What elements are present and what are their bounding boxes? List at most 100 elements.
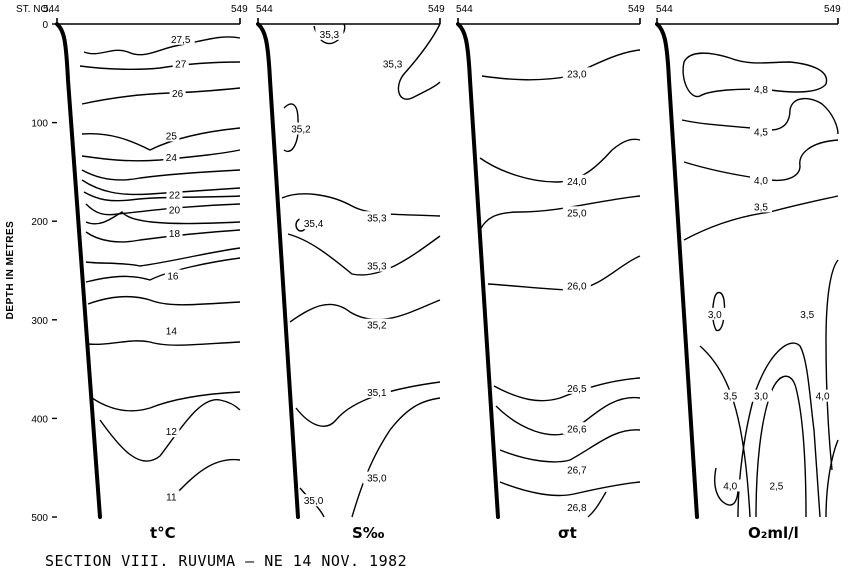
contour-label-bg bbox=[169, 87, 186, 100]
contour-label-bg bbox=[703, 307, 726, 320]
contour-label: 2,5 bbox=[769, 481, 783, 492]
contour-line bbox=[481, 49, 641, 81]
contour-label: 12 bbox=[166, 427, 178, 438]
contour-label: 22 bbox=[169, 191, 181, 202]
contour-label-bg bbox=[166, 203, 183, 216]
contour-label: 16 bbox=[167, 271, 179, 282]
contour-line bbox=[85, 257, 241, 283]
contour-label: 35,3 bbox=[367, 213, 387, 224]
contour-label-bg bbox=[562, 279, 591, 292]
contour-line bbox=[83, 36, 241, 56]
contour-label-bg bbox=[164, 269, 181, 282]
contour-label-bg bbox=[362, 318, 391, 331]
contour-line bbox=[85, 211, 241, 225]
contour-line bbox=[81, 127, 241, 151]
contour-line bbox=[81, 149, 241, 162]
contour-line bbox=[289, 299, 441, 323]
contour-line bbox=[87, 340, 241, 346]
contour-line bbox=[81, 179, 241, 196]
contour-label: 4,0 bbox=[723, 481, 737, 492]
contour-label-bg bbox=[362, 471, 391, 484]
figure-caption: SECTION VIII. RUVUMA — NE 14 NOV. 1982 bbox=[45, 552, 407, 570]
contour-line bbox=[295, 381, 441, 427]
contour-label-bg bbox=[163, 425, 180, 438]
contour-line bbox=[479, 138, 641, 183]
y-tick-label: 500 bbox=[31, 513, 48, 524]
contour-label-bg bbox=[163, 324, 180, 337]
contour-labels: 23,0 24,0 25,0 26,0 26,5 26,6 26,7 26,8 bbox=[562, 67, 591, 514]
contour-label: 35,3 bbox=[367, 262, 387, 273]
contour-label-bg bbox=[562, 501, 591, 514]
contour-label-bg bbox=[750, 389, 772, 402]
contour-label: 26,0 bbox=[567, 281, 587, 292]
station-left-label: 544 bbox=[656, 4, 673, 15]
contour-label: 3,0 bbox=[754, 392, 768, 403]
contour-line bbox=[499, 429, 641, 463]
contour-label-bg bbox=[299, 217, 328, 230]
parameter-label: O₂ml/l bbox=[748, 524, 799, 542]
contour-line bbox=[479, 195, 641, 231]
y-tick-label: 300 bbox=[31, 316, 48, 327]
contour-label: 11 bbox=[166, 492, 177, 503]
contour-label: 26,8 bbox=[567, 503, 587, 514]
contour-line bbox=[81, 87, 241, 105]
contour-label-bg bbox=[811, 389, 834, 402]
contour-label-bg bbox=[562, 67, 591, 80]
panel-temperature: 544 549 27,5 27 26 25 24 22 20 18 16 14 12 11 t°C bbox=[43, 4, 248, 542]
contour-label-bg bbox=[362, 211, 391, 224]
contour-label-bg bbox=[562, 422, 591, 435]
contour-label: 3,5 bbox=[800, 310, 814, 321]
contour-line bbox=[397, 23, 441, 100]
contour-line bbox=[493, 377, 641, 402]
contour-label-bg bbox=[796, 307, 819, 320]
contour-label-bg bbox=[172, 57, 189, 70]
contour-label: 4,5 bbox=[754, 127, 768, 138]
contour-line bbox=[755, 375, 807, 518]
contour-labels: 4,8 4,5 4,0 3,5 3,0 3,5 3,5 3,0 4,0 4,0 2,5 bbox=[703, 83, 834, 492]
contour-label-bg bbox=[286, 122, 315, 135]
contour-label-bg bbox=[166, 227, 183, 240]
contour-label: 35,2 bbox=[367, 321, 387, 332]
contour-line bbox=[83, 191, 241, 202]
contour-label-bg bbox=[315, 27, 344, 40]
contour-line bbox=[737, 342, 821, 518]
contour-label: 27,5 bbox=[171, 35, 191, 46]
contour-label: 18 bbox=[169, 229, 181, 240]
y-tick-label: 100 bbox=[31, 119, 48, 130]
contour-label: 4,0 bbox=[754, 176, 768, 187]
y-tick-label: 400 bbox=[31, 414, 48, 425]
contour-label-bg bbox=[163, 129, 180, 142]
contour-label: 35,3 bbox=[383, 59, 403, 70]
contour-label: 4,8 bbox=[754, 85, 768, 96]
contour-line bbox=[699, 345, 751, 518]
bottom-profile bbox=[55, 22, 102, 519]
contour-line bbox=[283, 103, 300, 153]
contour-line bbox=[91, 391, 241, 412]
contour-label-bg bbox=[362, 259, 391, 272]
contour-label: 24 bbox=[166, 153, 178, 164]
contour-label: 26,5 bbox=[567, 384, 587, 395]
station-right-label: 549 bbox=[231, 4, 248, 15]
contour-label-bg bbox=[562, 463, 591, 476]
station-right-label: 549 bbox=[628, 4, 645, 15]
parameter-label: t°C bbox=[150, 524, 176, 542]
contour-label: 26,7 bbox=[567, 466, 587, 477]
contour-label-bg bbox=[378, 57, 407, 70]
station-left-label: 544 bbox=[456, 4, 473, 15]
contour-label: 35,3 bbox=[320, 30, 340, 41]
contour-line bbox=[85, 229, 241, 243]
y-tick-label: 200 bbox=[31, 217, 48, 228]
contour-label: 35,1 bbox=[367, 388, 387, 399]
contour-label-bg bbox=[750, 125, 772, 138]
parameter-label: S‰ bbox=[352, 524, 385, 542]
contour-line bbox=[714, 467, 739, 506]
contour-label: 24,0 bbox=[567, 177, 587, 188]
y-ticks: 0 100 200 300 400 500 bbox=[31, 20, 57, 524]
contour-label-bg bbox=[362, 385, 391, 398]
contour-label: 35,2 bbox=[291, 125, 311, 136]
panel-oxygen: 544 549 4,8 4,5 4,0 3,5 3,0 3,5 3,5 3,0 4,0 4,0 2,… bbox=[655, 4, 841, 542]
station-label: ST. NO. bbox=[16, 4, 51, 15]
station-left-label: 544 bbox=[43, 4, 60, 15]
bottom-profile bbox=[655, 22, 699, 519]
